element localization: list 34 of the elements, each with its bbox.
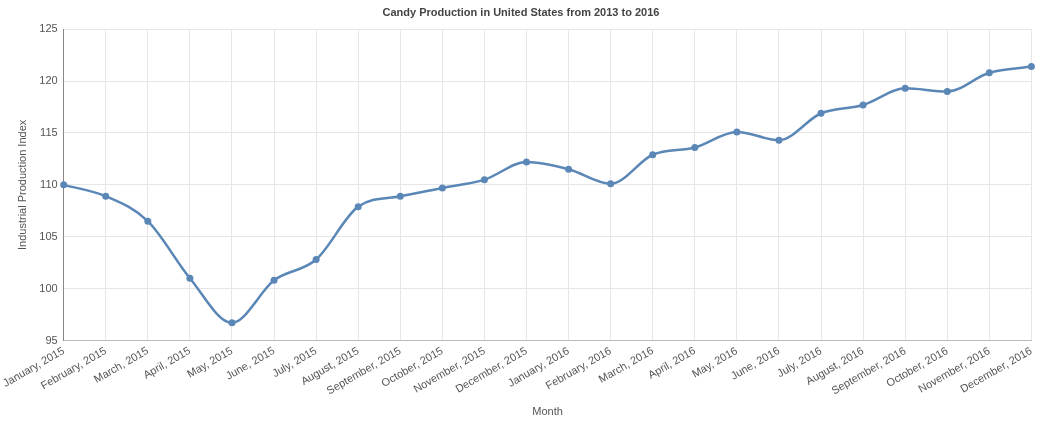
point (396, 192, 404, 200)
y-tick-label: 100 (39, 281, 58, 294)
point (523, 158, 530, 166)
y-tick-label: 95 (45, 333, 58, 346)
y-axis-title: Industrial Production Index (15, 119, 28, 250)
point (270, 276, 278, 284)
point (775, 136, 783, 144)
point (480, 176, 488, 184)
point (354, 203, 362, 211)
y-tick-label: 105 (39, 229, 58, 242)
point (1027, 63, 1035, 71)
y-tick-label: 115 (40, 125, 58, 138)
y-tick-label: 125 (39, 22, 58, 35)
point (565, 165, 573, 173)
y-tick-label: 120 (39, 74, 58, 87)
chart-title: Candy Production in United States from 2013 to 2016 (382, 5, 660, 18)
point (144, 217, 152, 225)
point (228, 319, 236, 327)
point (649, 151, 657, 159)
point (438, 184, 446, 192)
point (901, 84, 909, 92)
point (859, 101, 867, 109)
point (733, 128, 741, 136)
point (943, 87, 951, 95)
point (985, 69, 993, 77)
point (102, 192, 110, 200)
point (186, 274, 194, 282)
y-tick-label: 110 (40, 177, 58, 190)
point (691, 143, 699, 151)
point (312, 256, 320, 264)
point (607, 180, 615, 188)
point (60, 181, 68, 189)
point (817, 109, 825, 117)
x-axis-title: Month (532, 405, 563, 418)
